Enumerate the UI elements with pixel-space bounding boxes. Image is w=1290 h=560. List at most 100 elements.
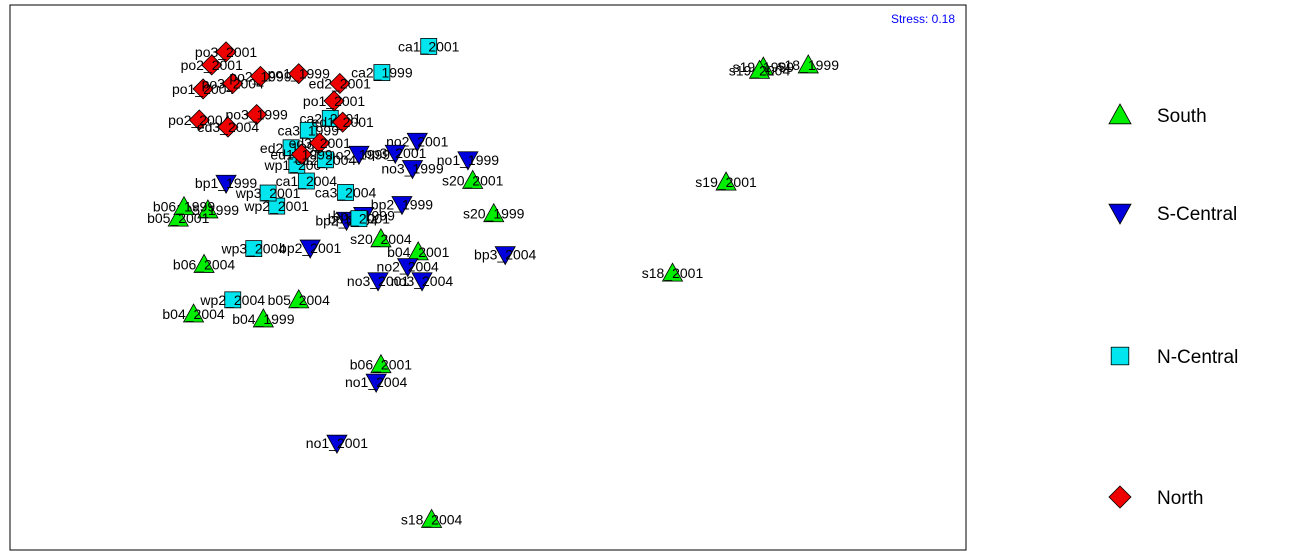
- point-marker-no1-1999: [457, 151, 479, 171]
- point-label-bp1-2001: bp1_2001: [328, 211, 391, 227]
- point-label-s18-2004: s18_2004: [401, 511, 463, 527]
- point-marker-no2-2001: [406, 132, 428, 153]
- point-marker-no3-2004: [411, 272, 433, 292]
- plot-frame: [9, 4, 967, 551]
- point-marker-b05-1999: [197, 199, 219, 219]
- point-label-po1-2004: po1_2004: [172, 81, 235, 97]
- point-label-wp3-2004: wp3_2004: [220, 241, 286, 257]
- point-label-s20-2004: s20_2004: [350, 231, 412, 247]
- point-label-po2-2001: po2_2001: [181, 57, 244, 73]
- point-marker-po1-2001: [323, 90, 345, 112]
- legend-label-north: North: [1157, 488, 1203, 509]
- point-marker-ca2-2004: [317, 151, 334, 169]
- point-marker-bp1-2001: [350, 210, 368, 228]
- point-marker-po2-1999: [249, 65, 272, 87]
- point-label-no2-1999: no2_1999: [328, 146, 391, 162]
- point-label-ca1-2004: ca1_2004: [276, 173, 338, 189]
- point-marker-bp2-2001: [299, 239, 321, 259]
- point-marker-wp3-2004: [245, 240, 263, 258]
- point-label-ca1-2001: ca1_2001: [398, 38, 460, 54]
- point-label-no3-2004: no3_2004: [391, 273, 454, 289]
- point-marker-b04-1999: [252, 308, 275, 328]
- point-label-b06-2001: b06_2001: [350, 357, 413, 373]
- point-marker-wp2-2004: [224, 291, 242, 309]
- point-marker-po3-1999: [246, 103, 268, 126]
- point-label-no1-1999: no1_1999: [437, 152, 500, 168]
- point-marker-bp1-1999: [215, 174, 237, 195]
- point-label-po3-2004: po3_2004: [202, 75, 265, 91]
- point-label-no1-2004: no1_2004: [345, 374, 408, 390]
- point-label-b05-2004: b05_2004: [268, 292, 331, 308]
- point-label-bp3-2001: bp3_2001: [364, 145, 427, 161]
- legend-label-s-central: S-Central: [1157, 204, 1237, 225]
- point-label-bp2-2001: bp2_2001: [279, 240, 342, 256]
- legend-marker-s-central: [1108, 203, 1132, 225]
- point-label-no2-2004: no2_2004: [377, 259, 440, 275]
- point-label-bp1-1999: bp1_1999: [195, 175, 258, 191]
- point-marker-s20-2004: [370, 227, 392, 248]
- point-marker-s18-1999: [797, 54, 819, 74]
- point-label-no1-2001: no1_2001: [306, 435, 369, 451]
- point-marker-ca2-1999: [373, 64, 391, 81]
- point-marker-po1-1999: [288, 63, 310, 85]
- point-marker-ca1-2001: [420, 38, 438, 55]
- point-marker-s18-2001: [661, 262, 684, 282]
- point-marker-b05-2004: [288, 289, 310, 309]
- point-label-po3-1999: po3_1999: [225, 107, 288, 123]
- point-marker-b06-1999: [173, 195, 195, 216]
- point-marker-b06-2001: [370, 353, 392, 374]
- point-label-ed1-1999: ed1_1999: [270, 146, 333, 162]
- point-label-po2-2004: po2_2004: [168, 112, 231, 128]
- legend-marker-n-central: [1110, 346, 1130, 366]
- point-marker-s18-2004: [420, 508, 443, 528]
- point-label-wp1-2004: wp1_2004: [263, 157, 329, 173]
- point-marker-s19-2004: [748, 59, 771, 79]
- legend-marker-south: [1108, 103, 1132, 125]
- point-marker-b04-2004: [182, 303, 205, 323]
- point-label-ed1-2001: ed1_2001: [312, 114, 375, 130]
- point-marker-po2-2004: [188, 109, 210, 131]
- point-label-s19-2001: s19_2001: [695, 174, 757, 190]
- point-label-b04-1999: b04_1999: [232, 311, 295, 327]
- point-marker-wp3-2001: [259, 184, 277, 202]
- point-marker-ca1-2004: [297, 172, 315, 190]
- point-label-ed3-2004: ed3_2004: [197, 119, 260, 135]
- point-marker-ed1-2001: [332, 111, 354, 133]
- point-marker-no1-2001: [326, 434, 348, 455]
- point-label-po1-2001: po1_2001: [303, 93, 366, 109]
- point-marker-s20-2001: [462, 169, 484, 189]
- legend: South S-Central N-Central North: [1108, 103, 1238, 509]
- point-marker-no1-2004: [365, 373, 387, 393]
- point-label-s20-1999: s20_1999: [463, 206, 525, 222]
- point-label-s19-2004: s19_2004: [729, 62, 791, 78]
- point-label-s20-2001: s20_2001: [442, 172, 504, 188]
- point-label-po2-1999: po2_1999: [229, 68, 292, 84]
- point-label-ca3-1999: ca3_1999: [278, 122, 340, 138]
- point-label-wp2-2001: wp2_2001: [243, 198, 309, 214]
- legend-label-n-central: N-Central: [1157, 347, 1238, 368]
- point-label-bp3-2004: bp3_2004: [474, 247, 537, 263]
- point-marker-ca3-1999: [299, 121, 317, 139]
- point-marker-ca3-2004: [337, 184, 354, 201]
- point-label-b04-2004: b04_2004: [162, 306, 225, 322]
- point-marker-ed3-2001: [309, 132, 331, 154]
- point-label-po1-1999: po1_1999: [268, 66, 331, 82]
- point-marker-wp2-2001: [268, 197, 286, 215]
- point-marker-bp3-2004: [494, 246, 516, 266]
- point-marker-bp3-2001: [384, 144, 406, 165]
- point-marker-s19-2001: [715, 171, 737, 191]
- point-label-no3-1999: no3_1999: [381, 161, 444, 177]
- point-label-b04-2001: b04_2001: [387, 244, 450, 260]
- point-label-ca2-1999: ca2_1999: [351, 65, 413, 81]
- legend-marker-north: [1108, 485, 1132, 509]
- point-marker-po3-2004: [222, 72, 244, 95]
- legend-label-south: South: [1157, 106, 1207, 127]
- stress-annotation: Stress: 0.18: [891, 12, 955, 26]
- point-label-ed2-2001: ed2_2001: [309, 75, 372, 91]
- point-marker-no3-2001: [367, 272, 389, 292]
- point-marker-s20-1999: [483, 202, 505, 223]
- point-marker-po1-2004: [192, 78, 214, 100]
- point-label-wp2-2004: wp2_2004: [199, 292, 265, 308]
- data-points: s18_1999s19_1999s19_2004s19_2001s18_2001…: [147, 38, 839, 528]
